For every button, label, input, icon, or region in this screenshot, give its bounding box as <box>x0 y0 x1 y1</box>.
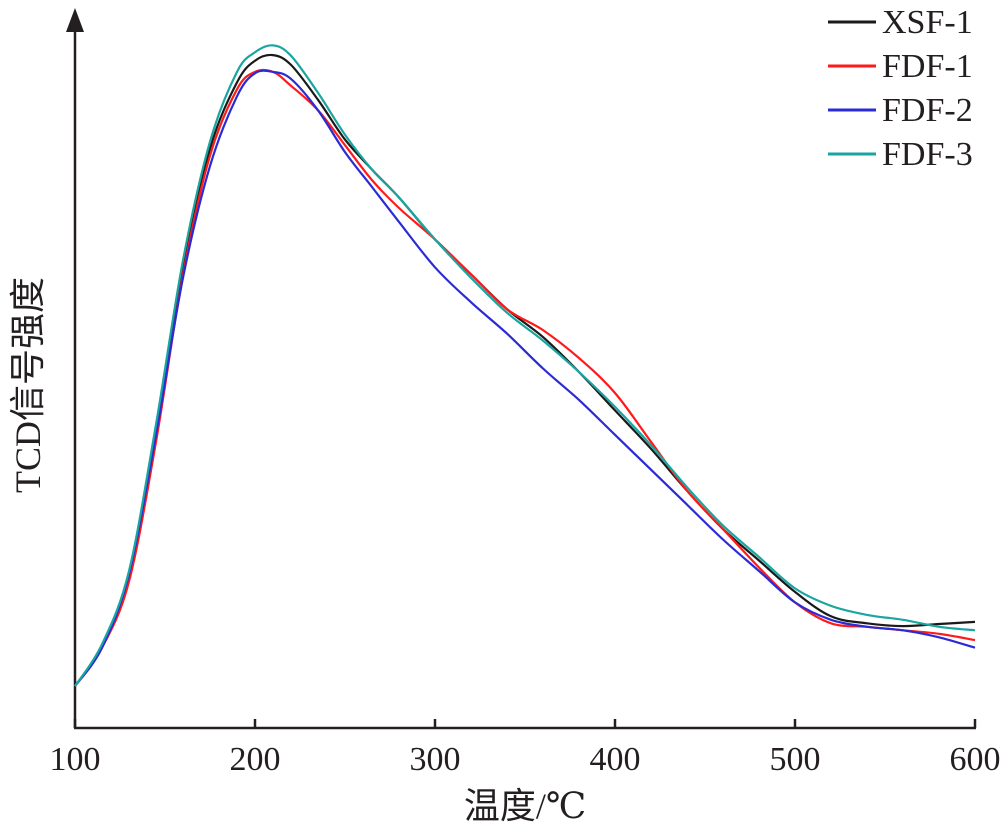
y-axis-arrow-icon <box>66 8 84 32</box>
x-tick-label: 200 <box>230 741 281 778</box>
series-line-fdf-2 <box>74 69 976 687</box>
x-tick-label: 100 <box>50 741 101 778</box>
x-ticks: 100 200 300 400 500 600 <box>50 719 1000 778</box>
legend-label-fdf-2: FDF-2 <box>882 92 973 129</box>
x-tick-label: 400 <box>590 741 641 778</box>
axes <box>73 30 976 730</box>
x-tick-label: 600 <box>950 741 1000 778</box>
x-tick-label: 300 <box>410 741 461 778</box>
x-axis-title: 温度/℃ <box>464 786 586 826</box>
series-line-fdf-3 <box>74 44 976 687</box>
series-line-xsf-1 <box>74 53 976 687</box>
legend: XSF-1 FDF-1 FDF-2 FDF-3 <box>828 4 973 173</box>
legend-label-fdf-1: FDF-1 <box>882 48 973 85</box>
x-tick-label: 500 <box>770 741 821 778</box>
y-axis-title: TCD信号强度 <box>8 277 48 493</box>
legend-label-xsf-1: XSF-1 <box>882 4 973 41</box>
series-lines <box>74 44 976 687</box>
legend-label-fdf-3: FDF-3 <box>882 136 973 173</box>
